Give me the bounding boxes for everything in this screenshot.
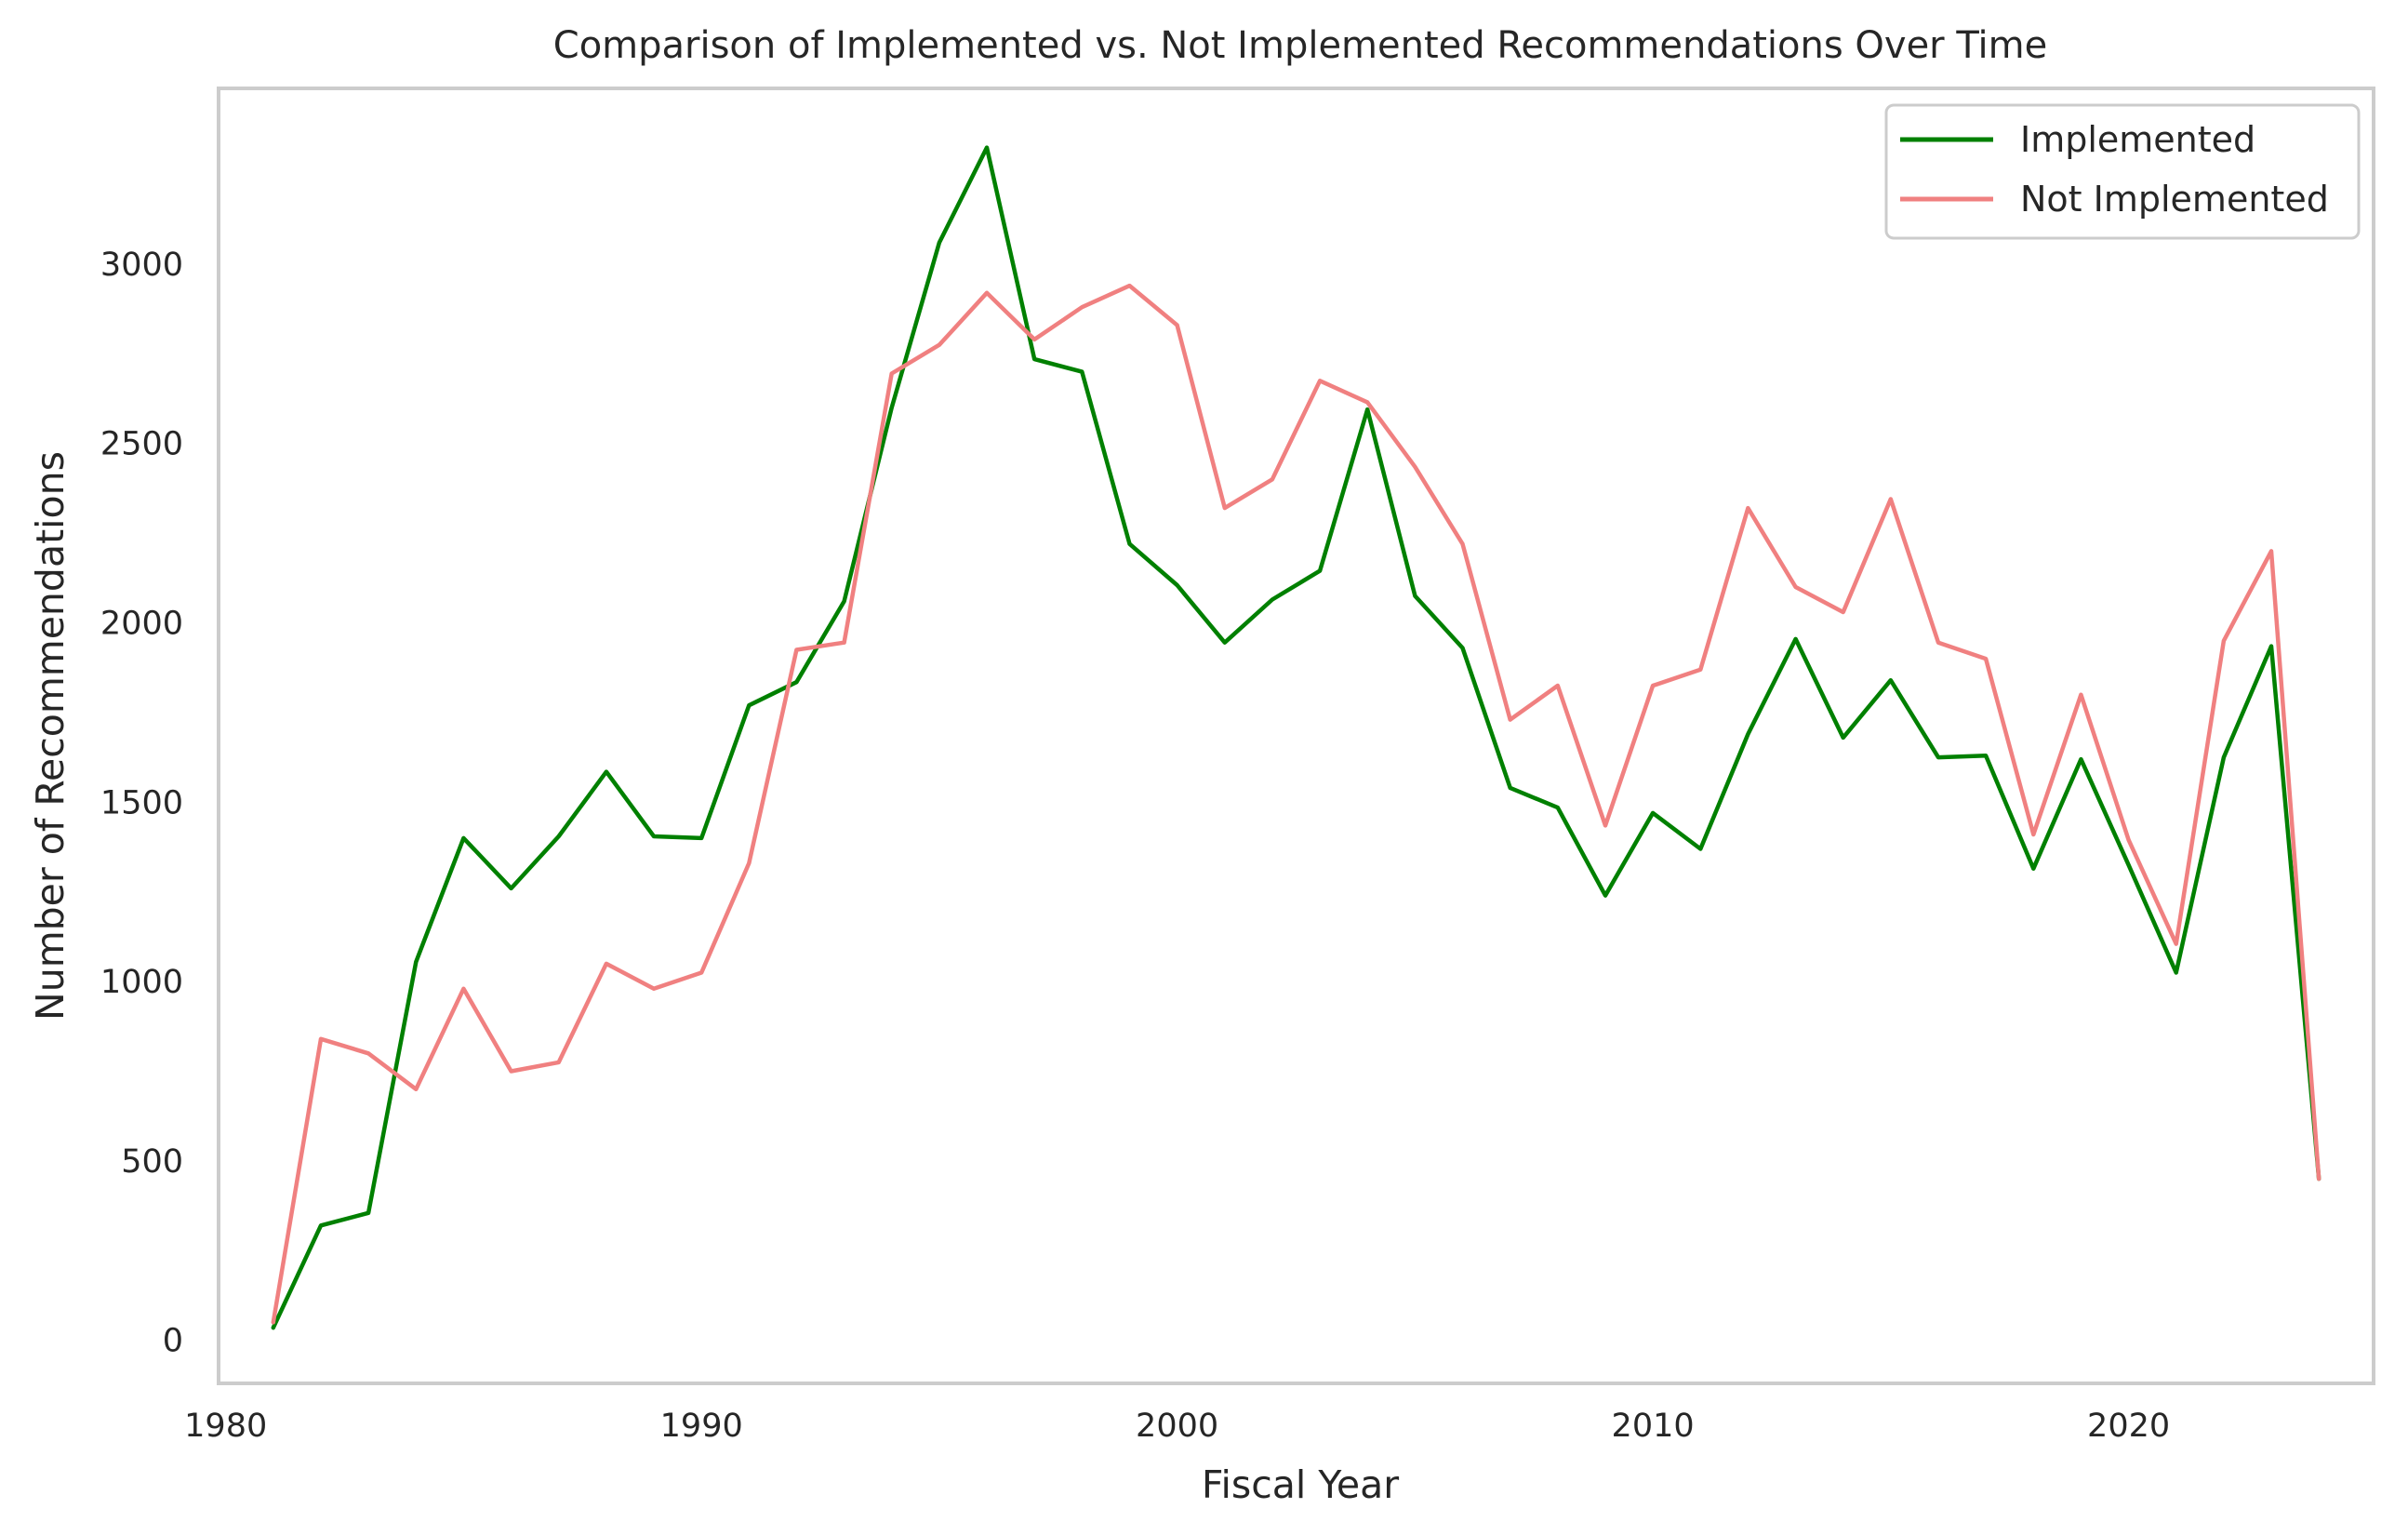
y-axis-label: Number of Recommendations — [28, 451, 73, 1021]
x-axis-label: Fiscal Year — [1202, 1462, 1399, 1507]
y-axis-ticks: 0 500 1000 1500 2000 2500 3000 — [100, 247, 183, 1360]
y-tick-label: 500 — [121, 1143, 183, 1181]
series-line-implemented — [271, 145, 2322, 1330]
chart-title: Comparison of Implemented vs. Not Implem… — [553, 24, 2047, 67]
series-lines — [271, 145, 2322, 1330]
y-tick-label: 0 — [163, 1323, 183, 1360]
x-tick-label: 2000 — [1136, 1408, 1218, 1445]
x-tick-label: 1990 — [660, 1408, 743, 1445]
legend-frame — [1884, 103, 2361, 240]
y-tick-label: 1000 — [100, 964, 183, 1001]
x-axis-ticks: 1980 1990 2000 2010 2020 — [184, 1408, 2170, 1445]
legend-label-implemented: Implemented — [2020, 119, 2255, 160]
x-tick-label: 2010 — [1612, 1408, 1695, 1445]
y-tick-label: 1500 — [100, 784, 183, 821]
x-tick-label: 2020 — [2087, 1408, 2170, 1445]
series-line-not-implemented — [271, 283, 2322, 1325]
legend: Implemented Not Implemented — [1884, 103, 2361, 240]
y-tick-label: 2000 — [100, 606, 183, 643]
legend-label-not-implemented: Not Implemented — [2020, 179, 2329, 220]
x-tick-label: 1980 — [184, 1408, 267, 1445]
y-tick-label: 3000 — [100, 247, 183, 284]
y-tick-label: 2500 — [100, 426, 183, 463]
plot-area — [217, 87, 2375, 1385]
